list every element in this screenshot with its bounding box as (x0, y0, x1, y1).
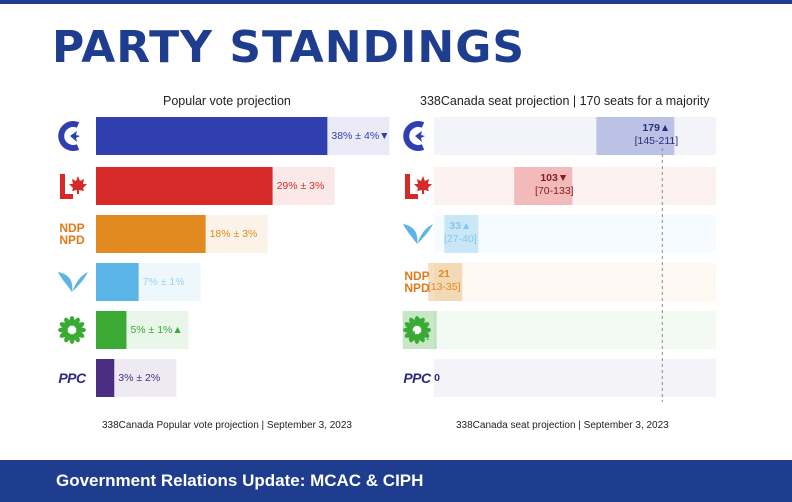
vote-label-cpc: 38% ± 4%▼ (331, 130, 390, 142)
seat-value-bq: 33▲ (449, 220, 472, 232)
green-logo-icon-graphic (58, 316, 86, 344)
conservative-logo-icon-graphic (58, 121, 80, 151)
bloc-logo-icon (50, 266, 94, 298)
vote-bar-cpc (96, 117, 328, 155)
vote-bar-ndp (96, 215, 206, 253)
seat-range-lpc: [70-133] (535, 185, 574, 197)
liberal-logo-icon-graphic (60, 174, 87, 199)
seat-label-lpc: 103▼ [70-133] (530, 172, 578, 198)
seat-chart-caption: 338Canada seat projection | September 3,… (456, 420, 669, 431)
seat-range-bq: [27-40] (443, 233, 477, 245)
seat-track-ndp (434, 263, 716, 301)
ndp-logo-icon: NDP NPD (395, 266, 439, 298)
footer-text: Government Relations Update: MCAC & CIPH (56, 471, 424, 490)
ppc-logo-icon: PPC (395, 362, 439, 394)
conservative-logo-icon (395, 120, 439, 152)
seat-bar-bq (444, 215, 479, 253)
ppc-logo-text: PPC (58, 370, 86, 386)
seat-label-bq: 33▲ [27-40] (436, 220, 484, 246)
ndp-logo-text: NDP NPD (404, 269, 430, 295)
seat-track-gpc (434, 311, 716, 349)
ndp-logo-icon: NDP NPD (50, 218, 94, 250)
ppc-logo-text: PPC (403, 370, 431, 386)
green-logo-icon (50, 314, 94, 346)
seat-range-gpc: [1-3] (408, 329, 430, 341)
seat-value-lpc: 103▼ (540, 172, 569, 184)
seat-chart-title: 338Canada seat projection | 170 seats fo… (420, 94, 710, 108)
footer-bar: Government Relations Update: MCAC & CIPH (0, 460, 792, 502)
seat-range-cpc: [145-211] (634, 135, 679, 147)
liberal-logo-icon (50, 170, 94, 202)
bloc-logo-icon (395, 218, 439, 250)
vote-bar-ppc (96, 359, 115, 397)
vote-label-lpc: 29% ± 3% (276, 180, 325, 192)
conservative-logo-icon (50, 120, 94, 152)
seat-value-ppc: 0 (434, 372, 440, 384)
seat-value-ndp: 21 (438, 268, 451, 280)
seat-track-ppc (434, 359, 716, 397)
seat-value-cpc: 179▲ (642, 122, 671, 134)
liberal-logo-icon (395, 170, 439, 202)
green-logo-icon (395, 314, 439, 346)
liberal-logo-icon-graphic (405, 174, 432, 199)
seat-label-ndp: 21 [13-35] (420, 268, 468, 294)
ppc-logo-icon: PPC (50, 362, 94, 394)
seat-value-gpc: 2 (415, 316, 422, 328)
seat-bar-lpc (514, 167, 573, 205)
seat-bar-ndp (428, 263, 463, 301)
top-rule (0, 0, 792, 4)
seat-label-gpc: 2 [1-3] (395, 316, 443, 342)
vote-chart-title: Popular vote projection (163, 94, 291, 108)
seat-label-cpc: 179▲ [145-211] (632, 122, 680, 148)
seat-track-lpc (434, 167, 716, 205)
seat-range-ndp: [13-35] (427, 281, 461, 293)
bloc-logo-icon-graphic (403, 224, 433, 244)
vote-bar-lpc (96, 167, 273, 205)
vote-label-bq: 7% ± 1% (142, 276, 185, 288)
vote-bar-gpc (96, 311, 127, 349)
vote-label-gpc: 5% ± 1%▲ (130, 324, 183, 336)
seat-track-cpc (434, 117, 716, 155)
bloc-logo-icon-graphic (58, 272, 88, 292)
seat-bar-cpc (596, 117, 675, 155)
vote-bar-bq (96, 263, 139, 301)
vote-chart-caption: 338Canada Popular vote projection | Sept… (102, 420, 352, 431)
party-standings-charts (96, 117, 716, 402)
seat-track-bq (434, 215, 716, 253)
seat-label-ppc: 0 (430, 372, 444, 385)
vote-label-ndp: 18% ± 3% (209, 228, 258, 240)
page-title: PARTY STANDINGS (52, 22, 526, 73)
green-logo-icon-graphic (403, 316, 431, 344)
ndp-logo-text: NDP NPD (59, 221, 85, 247)
vote-label-ppc: 3% ± 2% (118, 372, 161, 384)
conservative-logo-icon-graphic (403, 121, 425, 151)
